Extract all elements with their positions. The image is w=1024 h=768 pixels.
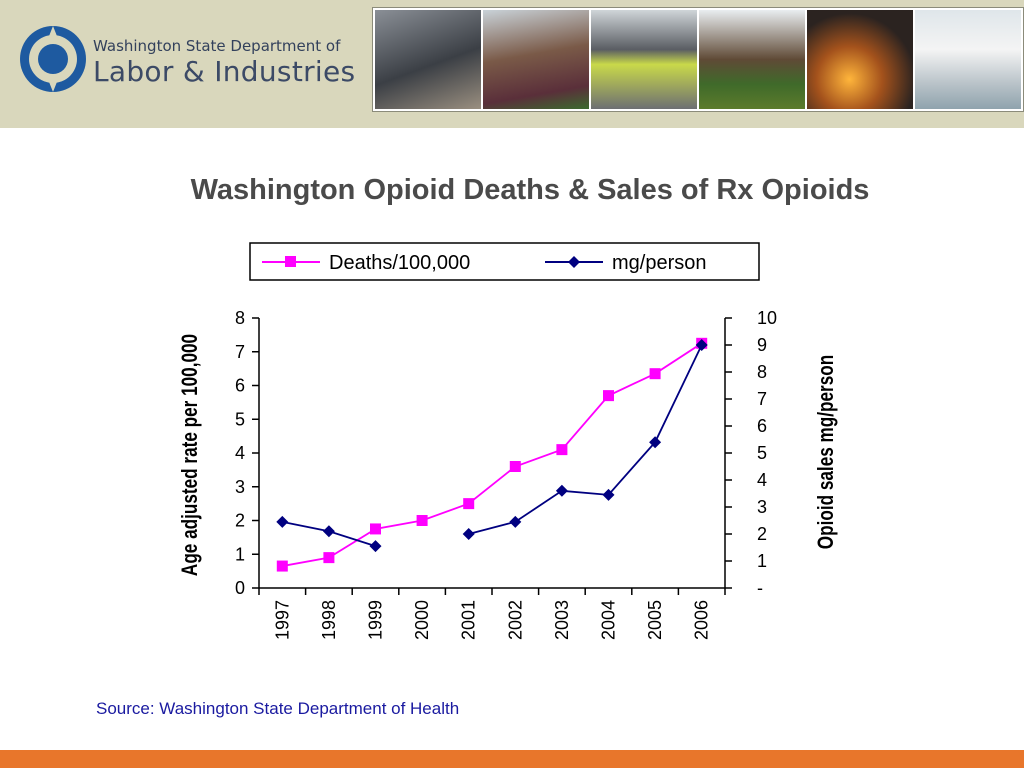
y-right-tick-label: 10 bbox=[757, 308, 777, 328]
legend-deaths-marker bbox=[285, 256, 296, 267]
series-mg-point bbox=[509, 515, 522, 528]
y-right-tick-label: 9 bbox=[757, 335, 767, 355]
series-deaths-point bbox=[416, 515, 428, 526]
y-right-tick-label: 3 bbox=[757, 497, 767, 517]
header-banner: Washington State Department of Labor & I… bbox=[0, 0, 1024, 128]
series-deaths-line bbox=[282, 342, 703, 567]
y-right-tick-label: - bbox=[757, 578, 763, 598]
y-left-tick-label: 8 bbox=[235, 308, 245, 328]
x-tick-label: 1999 bbox=[366, 600, 386, 640]
series-mg-point bbox=[555, 484, 568, 497]
series-mg-point bbox=[695, 339, 708, 351]
y-left-tick-label: 3 bbox=[235, 477, 245, 497]
y-right-tick-label: 4 bbox=[757, 470, 767, 490]
y-left-tick-label: 1 bbox=[235, 544, 245, 564]
y-left-tick-label: 2 bbox=[235, 511, 245, 531]
series-mg-point bbox=[462, 528, 475, 540]
series-deaths-point bbox=[649, 368, 661, 380]
photo-strip bbox=[372, 7, 1024, 112]
chart-axes: 0 1 2 3 4 5 6 7 8 - 1 2 3 4 5 6 7 8 9 10 1997 1998 1999 2000 200… bbox=[235, 308, 777, 640]
y-right-tick-label: 5 bbox=[757, 443, 767, 463]
y-left-tick-label: 0 bbox=[235, 578, 245, 598]
series-deaths-point bbox=[323, 552, 335, 564]
x-tick-label: 2002 bbox=[505, 600, 525, 640]
chart-series bbox=[276, 337, 708, 572]
org-name-line2: Labor & Industries bbox=[93, 55, 356, 88]
y-left-tick-label: 4 bbox=[235, 443, 245, 463]
legend-deaths-label: Deaths/100,000 bbox=[329, 252, 470, 274]
lab-technician-photo bbox=[915, 10, 1021, 109]
chart-legend: Deaths/100,000 mg/person bbox=[249, 242, 760, 281]
series-mg-point bbox=[322, 525, 335, 538]
x-tick-label: 2001 bbox=[459, 600, 479, 640]
series-deaths-point bbox=[603, 390, 614, 402]
legend-mg-marker bbox=[568, 256, 580, 268]
y-right-tick-label: 7 bbox=[757, 389, 767, 409]
farm-workers-photo bbox=[699, 10, 805, 109]
x-tick-label: 2003 bbox=[552, 600, 572, 640]
series-mg-point bbox=[649, 436, 662, 449]
field-harvest-photo bbox=[483, 10, 589, 109]
construction-worker-photo bbox=[591, 10, 697, 109]
bottom-accent-bar bbox=[0, 750, 1024, 768]
x-tick-label: 2004 bbox=[599, 600, 619, 640]
foundry-worker-photo bbox=[807, 10, 913, 109]
x-tick-label: 1998 bbox=[319, 600, 339, 640]
agency-logo-icon bbox=[20, 26, 86, 92]
y-right-tick-label: 6 bbox=[757, 416, 767, 436]
series-mg-point bbox=[369, 540, 382, 553]
y-right-tick-label: 8 bbox=[757, 362, 767, 382]
y-left-tick-label: 6 bbox=[235, 376, 245, 396]
y-left-tick-label: 5 bbox=[235, 409, 245, 429]
series-deaths-point bbox=[556, 444, 568, 456]
x-tick-label: 2000 bbox=[412, 600, 432, 640]
org-name-line1: Washington State Department of bbox=[93, 37, 341, 55]
x-tick-label: 2005 bbox=[645, 600, 665, 640]
y-right-tick-label: 2 bbox=[757, 524, 767, 544]
series-mg-point bbox=[276, 515, 289, 528]
y-left-axis-title: Age adjusted rate per 100,000 bbox=[178, 334, 203, 576]
legend-mg-label: mg/person bbox=[612, 252, 707, 274]
x-tick-label: 1997 bbox=[272, 600, 292, 640]
series-mg-point bbox=[602, 488, 615, 501]
source-note: Source: Washington State Department of H… bbox=[96, 699, 460, 718]
slide-title: Washington Opioid Deaths & Sales of Rx O… bbox=[190, 174, 870, 206]
y-right-axis-title: Opioid sales mg/person bbox=[814, 355, 839, 549]
series-deaths-point bbox=[509, 461, 521, 472]
y-right-tick-label: 1 bbox=[757, 551, 767, 571]
worker-respirator-photo bbox=[375, 10, 481, 109]
series-deaths-point bbox=[370, 523, 381, 535]
series-deaths-point bbox=[276, 560, 288, 572]
series-mg-line bbox=[468, 344, 703, 535]
x-tick-label: 2006 bbox=[692, 600, 712, 640]
series-deaths-point bbox=[463, 498, 475, 510]
y-left-tick-label: 7 bbox=[235, 342, 245, 362]
